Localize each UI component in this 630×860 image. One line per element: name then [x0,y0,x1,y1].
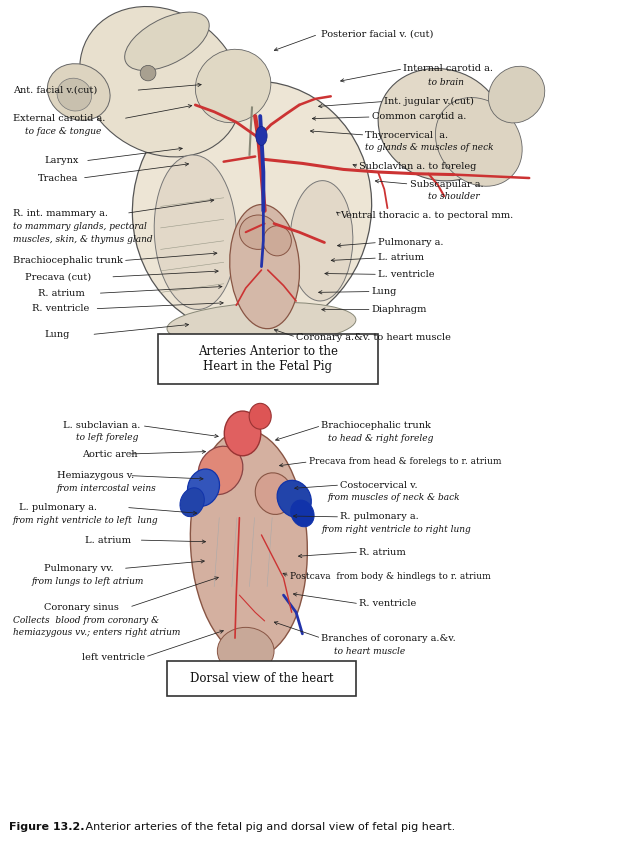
Ellipse shape [290,500,314,527]
Text: to mammary glands, pectoral: to mammary glands, pectoral [13,222,146,230]
Ellipse shape [188,469,219,507]
Ellipse shape [239,215,277,249]
Text: Diaphragm: Diaphragm [372,305,427,314]
Text: from muscles of neck & back: from muscles of neck & back [328,494,461,502]
Text: Posterior facial v. (cut): Posterior facial v. (cut) [321,30,433,39]
Text: to shoulder: to shoulder [428,193,480,201]
Text: Lung: Lung [44,330,69,339]
Text: to glands & muscles of neck: to glands & muscles of neck [365,144,494,152]
Text: Figure 13.2.: Figure 13.2. [9,822,85,832]
Text: R. ventricle: R. ventricle [32,304,89,313]
Text: to face & tongue: to face & tongue [25,127,101,136]
Text: Arteries Anterior to the
Heart in the Fetal Pig: Arteries Anterior to the Heart in the Fe… [198,345,338,372]
Ellipse shape [230,205,299,329]
Text: to left foreleg: to left foreleg [76,433,138,442]
Text: L. pulmonary a.: L. pulmonary a. [19,503,97,512]
FancyBboxPatch shape [167,661,356,696]
Ellipse shape [167,302,356,347]
Text: to heart muscle: to heart muscle [334,647,405,655]
Text: Hemiazygous v.: Hemiazygous v. [57,471,134,480]
Text: Internal carotid a.: Internal carotid a. [403,64,493,73]
Text: Ventral thoracic a. to pectoral mm.: Ventral thoracic a. to pectoral mm. [340,211,513,219]
Ellipse shape [277,481,311,517]
Ellipse shape [190,430,307,657]
Ellipse shape [198,446,243,494]
Text: Larynx: Larynx [44,157,79,165]
Text: Common carotid a.: Common carotid a. [372,113,466,121]
Text: Pulmonary vv.: Pulmonary vv. [44,564,114,573]
Ellipse shape [47,64,110,120]
Text: External carotid a.: External carotid a. [13,114,105,123]
Text: to brain: to brain [428,78,464,87]
Ellipse shape [256,126,267,145]
Text: to head & right foreleg: to head & right foreleg [328,434,433,443]
Text: L. atrium: L. atrium [378,254,424,262]
Ellipse shape [140,65,156,81]
Text: Dorsal view of the heart: Dorsal view of the heart [190,672,333,685]
Text: Ant. facial v.(cut): Ant. facial v.(cut) [13,86,97,95]
Text: R. int. mammary a.: R. int. mammary a. [13,209,108,218]
Ellipse shape [378,69,504,181]
Ellipse shape [132,81,372,335]
Ellipse shape [80,7,241,157]
Text: muscles, skin, & thymus gland: muscles, skin, & thymus gland [13,235,152,243]
Text: from right ventricle to left  lung: from right ventricle to left lung [13,516,158,525]
Text: R. ventricle: R. ventricle [359,599,416,608]
FancyBboxPatch shape [158,334,378,384]
Text: Collects  blood from coronary &: Collects blood from coronary & [13,616,159,624]
Text: Pulmonary a.: Pulmonary a. [378,238,444,247]
Text: Subscapular a.: Subscapular a. [410,180,483,188]
Text: Postcava  from body & hindlegs to r. atrium: Postcava from body & hindlegs to r. atri… [290,572,491,580]
Ellipse shape [290,181,353,301]
Text: Int. jugular v.(cut): Int. jugular v.(cut) [384,97,474,106]
Text: Lung: Lung [372,287,397,296]
Text: left ventricle: left ventricle [82,653,145,661]
Text: R. atrium: R. atrium [359,548,406,556]
Ellipse shape [263,226,291,256]
Text: R. atrium: R. atrium [38,289,84,298]
Text: L. atrium: L. atrium [85,536,131,544]
Text: Trachea: Trachea [38,174,78,182]
Text: from lungs to left atrium: from lungs to left atrium [32,577,144,586]
Ellipse shape [488,66,545,123]
Text: hemiazygous vv.; enters right atrium: hemiazygous vv.; enters right atrium [13,629,180,637]
Text: Branches of coronary a.&v.: Branches of coronary a.&v. [321,634,456,642]
Text: Thyrocervical  a.: Thyrocervical a. [365,131,449,139]
Ellipse shape [435,97,522,187]
Text: Aortic arch: Aortic arch [82,450,137,458]
Text: from right ventricle to right lung: from right ventricle to right lung [321,525,471,534]
Text: Brachiocephalic trunk: Brachiocephalic trunk [321,421,431,430]
Text: Coronary a.&v. to heart muscle: Coronary a.&v. to heart muscle [296,333,451,341]
Text: Brachiocephalic trunk: Brachiocephalic trunk [13,256,122,265]
Text: R. pulmonary a.: R. pulmonary a. [340,513,419,521]
Text: Subclavian a. to foreleg: Subclavian a. to foreleg [359,163,476,171]
Text: Coronary sinus: Coronary sinus [44,603,119,611]
Text: Precava (cut): Precava (cut) [25,273,91,281]
Text: L. ventricle: L. ventricle [378,270,435,279]
Ellipse shape [249,403,271,429]
Ellipse shape [57,78,91,111]
Text: Costocervical v.: Costocervical v. [340,481,418,489]
Ellipse shape [195,49,271,123]
Text: Anterior arteries of the fetal pig and dorsal view of fetal pig heart.: Anterior arteries of the fetal pig and d… [82,822,455,832]
Ellipse shape [125,12,209,71]
Ellipse shape [224,411,261,456]
Text: Precava from head & forelegs to r. atrium: Precava from head & forelegs to r. atriu… [309,458,501,466]
Ellipse shape [180,488,204,517]
Ellipse shape [217,628,274,674]
Text: from intercostal veins: from intercostal veins [57,484,156,493]
Ellipse shape [154,155,236,310]
Text: L. subclavian a.: L. subclavian a. [63,421,140,430]
Ellipse shape [255,473,293,514]
